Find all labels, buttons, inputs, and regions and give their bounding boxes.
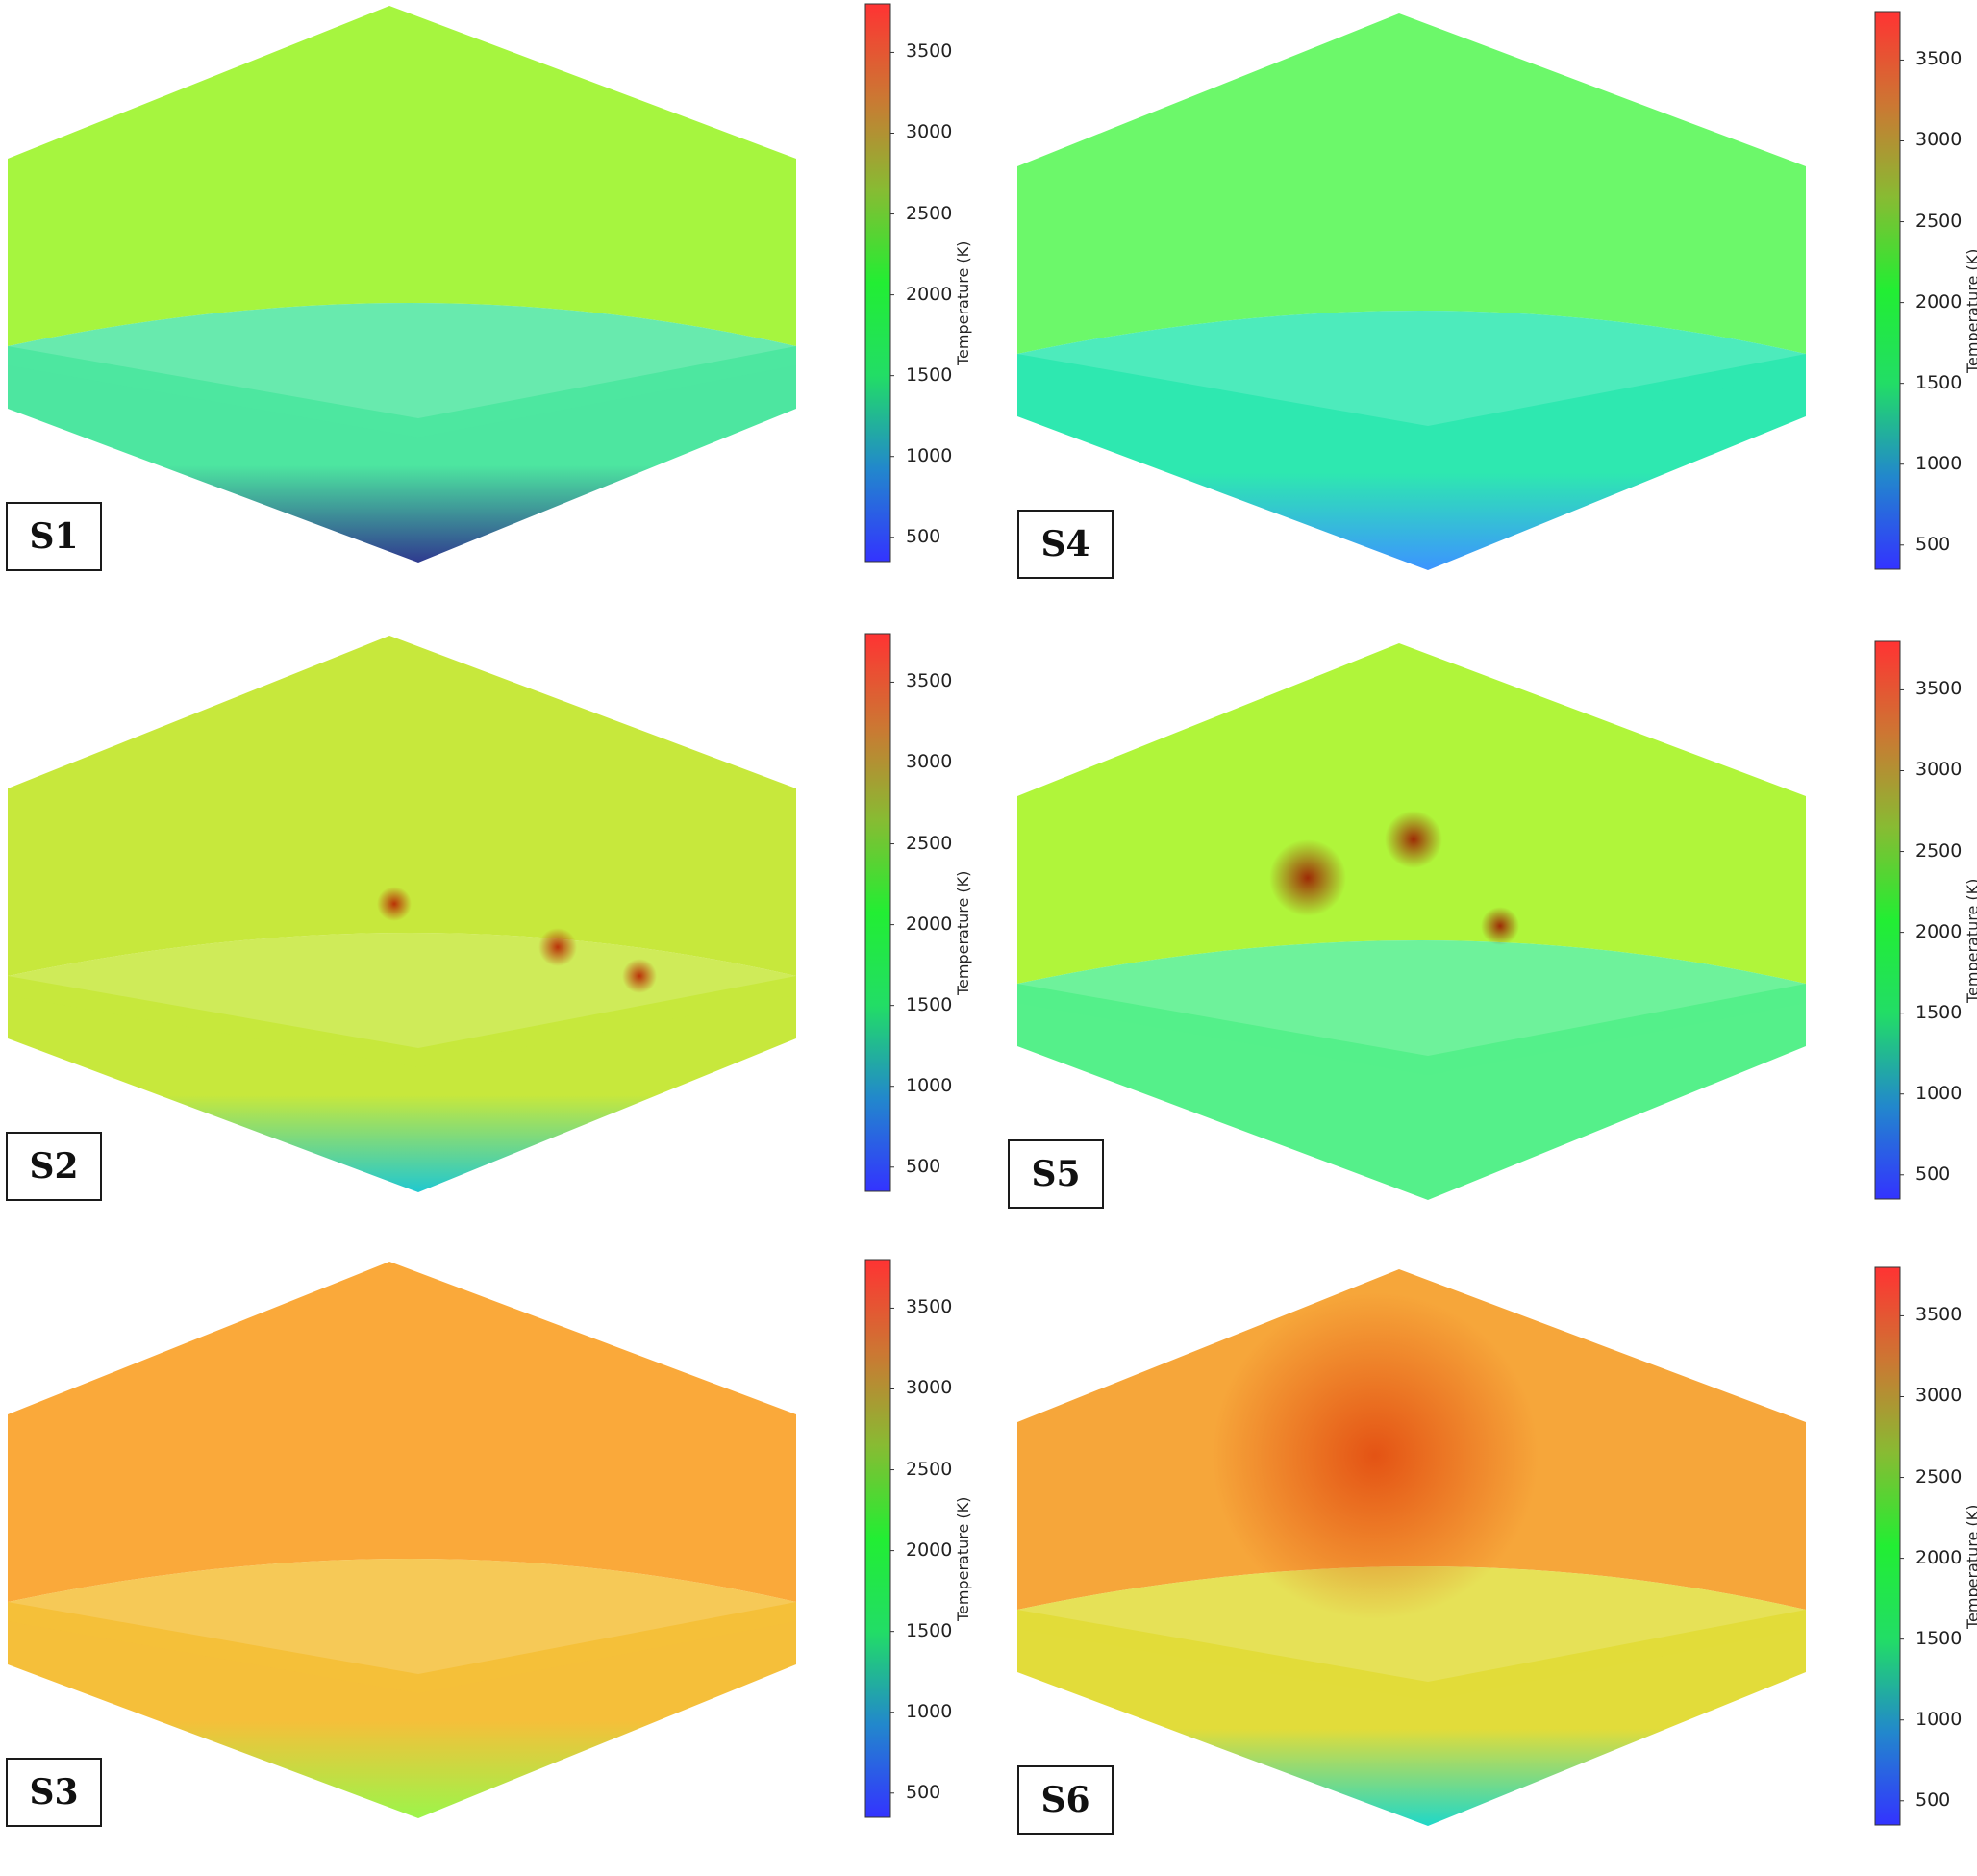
colorbar-tick-label: 2000: [906, 913, 953, 935]
panel-label: S6: [1017, 1765, 1114, 1835]
colorbar-tick-label: 3000: [1915, 129, 1963, 151]
panel-label: S4: [1017, 510, 1114, 579]
colorbar-tick-label: 500: [906, 1781, 941, 1803]
colorbar: [1874, 11, 1904, 570]
colorbar: [1874, 640, 1904, 1200]
interface-band: [1017, 311, 1806, 445]
panel-s6: S6 500 1000 1500 2000 2500 3000 3500 Temperature…: [1010, 1263, 1977, 1876]
hot-spot: [538, 928, 577, 966]
colorbar-tick-label: 1000: [906, 444, 953, 466]
heatmap-block: [8, 6, 796, 563]
colorbar: [864, 633, 894, 1192]
colorbar-tick-label: 2500: [1915, 210, 1963, 232]
colorbar: [864, 1259, 894, 1818]
colorbar: [864, 3, 894, 563]
interface-band: [1017, 1566, 1806, 1701]
colorbar-tick-label: 500: [1915, 1788, 1951, 1811]
colorbar-tick-label: 1500: [906, 993, 953, 1015]
colorbar-tick-label: 3500: [1915, 1304, 1963, 1326]
colorbar-tick-label: 1500: [1915, 371, 1963, 393]
hot-spot: [1212, 1292, 1539, 1619]
hot-spot: [1269, 839, 1346, 916]
top-face: [8, 1262, 796, 1602]
heatmap-block: [1017, 13, 1806, 570]
top-face: [1017, 13, 1806, 354]
colorbar: [1874, 1266, 1904, 1826]
top-face: [8, 6, 796, 346]
colorbar-title: Temperature (K): [1964, 878, 1977, 1003]
hot-spot: [377, 887, 412, 921]
colorbar-tick-label: 1000: [906, 1700, 953, 1722]
colorbar-tick-label: 3500: [1915, 678, 1963, 700]
colorbar-tick-label: 2000: [1915, 1546, 1963, 1568]
panel-label: S1: [6, 502, 102, 571]
panel-s5: S5 500 1000 1500 2000 2500 3000 3500 Temperature…: [1008, 638, 1977, 1250]
heatmap-block: [1017, 1269, 1806, 1826]
colorbar-tick-label: 1000: [906, 1074, 953, 1096]
panel-label: S3: [6, 1758, 102, 1827]
panel-s2: S2 500 1000 1500 2000 2500 3000 3500 Temperature…: [0, 630, 988, 1242]
heatmap-block: [1017, 643, 1806, 1200]
colorbar-tick-label: 3500: [906, 1296, 953, 1318]
interface-band: [1017, 940, 1806, 1075]
colorbar-tick-label: 3000: [906, 121, 953, 143]
colorbar-tick-label: 2500: [906, 202, 953, 224]
colorbar-title: Temperature (K): [954, 1496, 972, 1621]
colorbar-tick-label: 500: [906, 1155, 941, 1177]
colorbar-tick-label: 500: [1915, 1163, 1951, 1185]
colorbar-title: Temperature (K): [954, 870, 972, 995]
colorbar-tick-label: 1000: [1915, 1082, 1963, 1104]
colorbar-title: Temperature (K): [1964, 1504, 1977, 1629]
colorbar-tick-label: 2500: [906, 1458, 953, 1480]
colorbar-tick-label: 500: [906, 525, 941, 547]
hot-spot: [1481, 907, 1519, 945]
colorbar-tick-label: 1500: [1915, 1627, 1963, 1649]
panel-label: S2: [6, 1132, 102, 1201]
top-face: [8, 636, 796, 976]
colorbar-tick-label: 1000: [1915, 452, 1963, 474]
colorbar-title: Temperature (K): [1964, 248, 1977, 373]
panel-s3: S3 500 1000 1500 2000 2500 3000 3500 Temperature…: [0, 1256, 988, 1868]
colorbar-tick-label: 3000: [906, 751, 953, 773]
colorbar-tick-label: 1500: [906, 363, 953, 386]
colorbar-tick-label: 500: [1915, 533, 1951, 555]
colorbar-tick-label: 3500: [906, 40, 953, 63]
colorbar-tick-label: 3000: [1915, 1385, 1963, 1407]
colorbar-tick-label: 2500: [1915, 839, 1963, 862]
panel-s1: S1 500 1000 1500 2000 2500 3000 3500 Temperature…: [0, 0, 988, 613]
figure: S1 500 1000 1500 2000 2500 3000 3500 Temperature…: [0, 0, 1977, 1835]
colorbar-tick-label: 1500: [906, 1619, 953, 1641]
colorbar-tick-label: 2500: [906, 832, 953, 854]
colorbar-tick-label: 2500: [1915, 1465, 1963, 1488]
interface-band: [8, 303, 796, 438]
hot-spot: [1385, 811, 1442, 868]
colorbar-tick-label: 1500: [1915, 1001, 1963, 1023]
colorbar-tick-label: 2000: [1915, 920, 1963, 942]
colorbar-title: Temperature (K): [954, 240, 972, 365]
interface-band: [8, 933, 796, 1067]
colorbar-tick-label: 3500: [906, 670, 953, 692]
colorbar-tick-label: 2000: [906, 1538, 953, 1561]
colorbar-tick-label: 1000: [1915, 1708, 1963, 1730]
panel-s4: S4 500 1000 1500 2000 2500 3000 3500 Temperature…: [1010, 8, 1977, 620]
panel-label: S5: [1008, 1139, 1104, 1209]
heatmap-block: [8, 1262, 796, 1818]
colorbar-tick-label: 3000: [1915, 759, 1963, 781]
heatmap-block: [8, 636, 796, 1192]
colorbar-tick-label: 2000: [1915, 290, 1963, 313]
colorbar-tick-label: 3000: [906, 1377, 953, 1399]
colorbar-tick-label: 3500: [1915, 48, 1963, 70]
colorbar-tick-label: 2000: [906, 283, 953, 305]
hot-spot: [622, 959, 657, 993]
interface-band: [8, 1559, 796, 1693]
